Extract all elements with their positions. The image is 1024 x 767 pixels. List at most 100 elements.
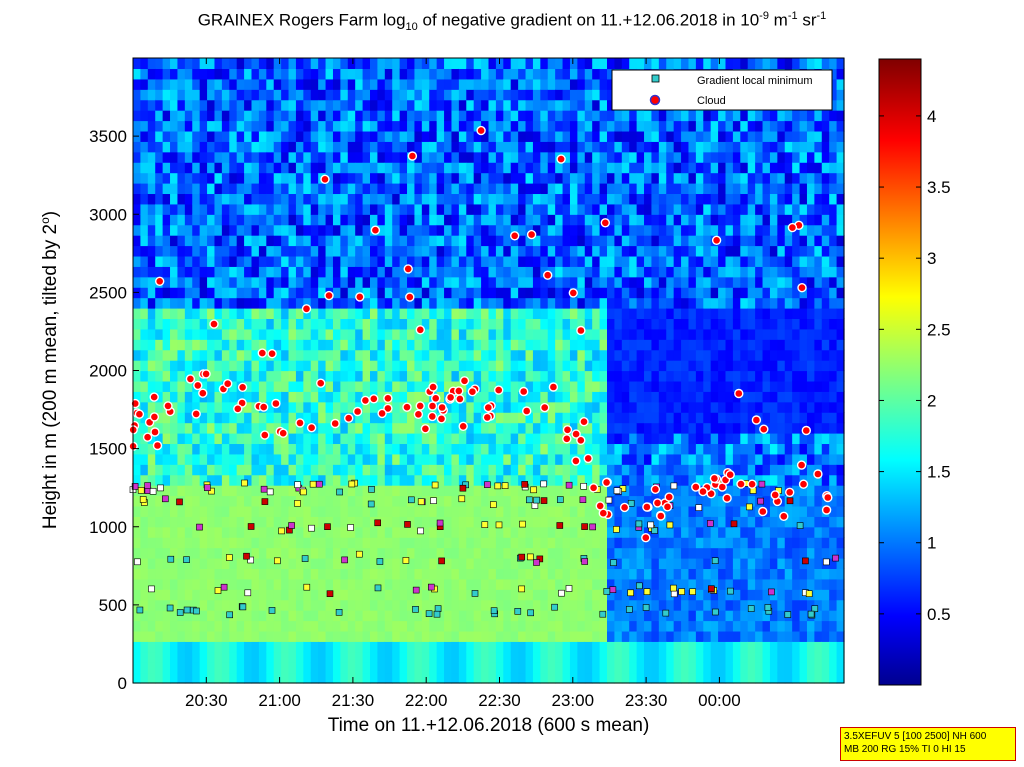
local-min-marker <box>243 552 250 560</box>
local-min-marker <box>689 588 696 596</box>
cloud-marker <box>664 492 674 502</box>
cloud-marker <box>352 406 363 417</box>
local-min-marker <box>214 587 222 594</box>
cloud-marker <box>601 477 612 488</box>
local-min-marker <box>706 520 714 527</box>
cloud-marker <box>722 493 732 503</box>
cloud-marker <box>459 376 470 386</box>
local-min-marker <box>525 496 533 504</box>
local-min-marker <box>136 606 144 614</box>
local-min-marker <box>196 523 203 531</box>
local-min-marker <box>514 607 522 615</box>
local-min-marker <box>294 500 301 507</box>
local-min-marker <box>556 496 564 503</box>
cloud-marker <box>476 125 486 136</box>
local-min-marker <box>832 554 839 562</box>
x-tick-label: 23:00 <box>552 691 595 710</box>
local-min-marker <box>635 520 643 528</box>
y-tick-label: 500 <box>99 596 127 615</box>
x-tick-label: 00:00 <box>698 691 741 710</box>
cloud-marker <box>324 290 334 301</box>
cloud-marker <box>150 427 160 437</box>
colorbar-tick-label: 3.5 <box>927 178 951 197</box>
cloud-marker <box>796 460 807 470</box>
y-tick-label: 3000 <box>89 205 127 224</box>
cloud-marker <box>301 304 312 314</box>
cloud-marker <box>540 402 550 413</box>
local-min-marker <box>367 500 375 508</box>
local-min-marker <box>757 497 764 505</box>
cloud-marker <box>568 288 578 298</box>
cloud-marker <box>383 393 393 403</box>
cloud-marker <box>652 498 663 508</box>
local-min-marker <box>540 480 547 488</box>
cloud-marker <box>482 412 492 423</box>
local-min-marker <box>402 557 410 564</box>
cloud-marker <box>770 490 780 500</box>
local-min-marker <box>273 557 281 565</box>
cloud-marker <box>320 174 330 185</box>
local-min-marker <box>247 523 255 530</box>
local-min-marker <box>220 583 228 591</box>
local-min-marker <box>625 606 633 613</box>
local-min-marker <box>501 482 509 490</box>
cloud-marker <box>641 533 651 543</box>
local-min-marker <box>533 559 540 566</box>
cloud-marker <box>571 429 581 439</box>
local-min-marker <box>341 556 348 564</box>
cloud-marker <box>571 456 581 466</box>
y-tick-label: 1000 <box>89 518 127 537</box>
local-min-marker <box>784 611 792 618</box>
legend-square-marker <box>651 74 660 83</box>
cloud-marker <box>403 264 413 274</box>
local-min-marker <box>315 480 323 488</box>
local-min-marker <box>556 522 564 529</box>
local-min-marker <box>425 610 433 618</box>
y-tick-label: 2000 <box>89 362 127 381</box>
cloud-marker <box>562 425 573 435</box>
cloud-marker <box>691 482 701 492</box>
cloud-marker <box>619 502 630 513</box>
colorbar: 0.5 1 1.5 2 2.5 3 3.5 4 <box>878 58 951 686</box>
y-tick-label: 3500 <box>89 127 127 146</box>
local-min-marker <box>336 488 343 496</box>
local-min-marker <box>768 588 775 596</box>
local-min-marker <box>642 604 650 611</box>
local-min-marker <box>670 590 678 598</box>
cloud-marker <box>698 486 708 497</box>
cloud-marker <box>598 508 608 518</box>
cloud-marker <box>260 430 270 440</box>
cloud-marker <box>725 470 735 480</box>
local-min-marker <box>167 555 175 563</box>
x-tick-label: 21:30 <box>332 691 375 710</box>
cloud-marker <box>709 473 720 484</box>
cloud-marker <box>543 270 553 280</box>
legend-box <box>611 69 833 111</box>
local-min-marker <box>609 586 617 594</box>
y-tick-label: 2500 <box>89 283 127 302</box>
local-min-marker <box>518 585 526 593</box>
local-min-marker <box>695 504 703 511</box>
local-min-marker <box>157 484 164 492</box>
cloud-marker <box>152 440 163 451</box>
y-tick-label: 1500 <box>89 440 127 459</box>
local-min-marker <box>324 523 331 531</box>
local-min-marker <box>540 497 548 504</box>
cloud-marker <box>193 380 203 391</box>
cloud-marker <box>130 398 140 409</box>
cloud-marker <box>526 229 537 240</box>
cloud-marker <box>420 424 431 434</box>
colorbar-tick-label: 4 <box>927 107 936 126</box>
local-min-marker <box>412 605 419 613</box>
local-min-marker <box>244 589 252 597</box>
local-min-marker <box>166 604 174 612</box>
x-tick-label: 22:30 <box>478 691 521 710</box>
y-axis: 0 500 1000 1500 2000 2500 3000 3500 <box>89 127 139 693</box>
local-min-marker <box>565 481 573 489</box>
colorbar-tick-label: 2.5 <box>927 320 951 339</box>
cloud-marker <box>821 505 832 515</box>
cloud-marker <box>798 479 809 489</box>
local-min-marker <box>610 559 617 567</box>
local-min-marker <box>581 523 588 530</box>
